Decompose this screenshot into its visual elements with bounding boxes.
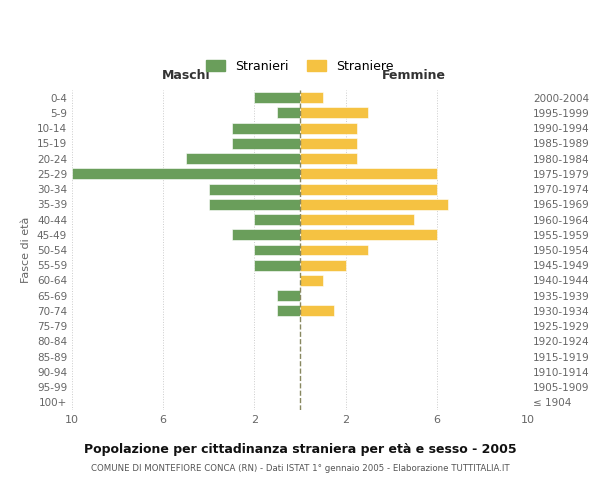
Bar bbox=[300, 260, 346, 270]
Bar bbox=[209, 184, 300, 194]
Bar bbox=[300, 138, 357, 149]
Bar bbox=[232, 230, 300, 240]
Bar bbox=[277, 306, 300, 316]
Text: Popolazione per cittadinanza straniera per età e sesso - 2005: Popolazione per cittadinanza straniera p… bbox=[83, 442, 517, 456]
Y-axis label: Anni di nascita: Anni di nascita bbox=[599, 209, 600, 291]
Bar bbox=[300, 275, 323, 286]
Legend: Stranieri, Straniere: Stranieri, Straniere bbox=[202, 54, 398, 78]
Text: Femmine: Femmine bbox=[382, 69, 446, 82]
Bar bbox=[254, 92, 300, 103]
Bar bbox=[277, 108, 300, 118]
Bar bbox=[300, 230, 437, 240]
Bar bbox=[300, 168, 437, 179]
Bar bbox=[300, 199, 448, 210]
Bar bbox=[277, 290, 300, 301]
Y-axis label: Fasce di età: Fasce di età bbox=[22, 217, 31, 283]
Bar bbox=[209, 199, 300, 210]
Bar bbox=[300, 153, 357, 164]
Bar bbox=[254, 260, 300, 270]
Bar bbox=[254, 244, 300, 256]
Bar bbox=[232, 138, 300, 149]
Bar bbox=[186, 153, 300, 164]
Bar bbox=[72, 168, 300, 179]
Bar bbox=[300, 122, 357, 134]
Text: COMUNE DI MONTEFIORE CONCA (RN) - Dati ISTAT 1° gennaio 2005 - Elaborazione TUTT: COMUNE DI MONTEFIORE CONCA (RN) - Dati I… bbox=[91, 464, 509, 473]
Bar bbox=[300, 244, 368, 256]
Bar bbox=[232, 122, 300, 134]
Bar bbox=[300, 214, 414, 225]
Bar bbox=[300, 108, 368, 118]
Bar bbox=[300, 306, 334, 316]
Bar bbox=[300, 184, 437, 194]
Bar bbox=[254, 214, 300, 225]
Text: Maschi: Maschi bbox=[161, 69, 211, 82]
Bar bbox=[300, 92, 323, 103]
